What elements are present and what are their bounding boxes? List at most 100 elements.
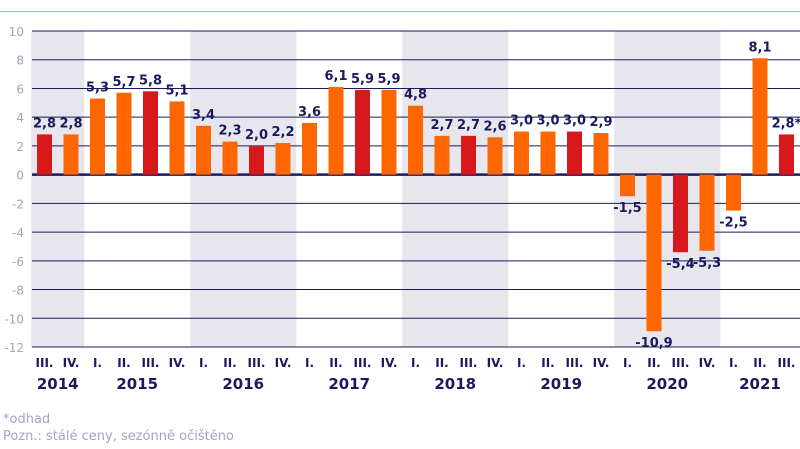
top-rule [0, 11, 800, 12]
data-label: 5,8 [139, 73, 162, 88]
y-tick-label: -2 [12, 197, 24, 211]
x-quarter-label: II. [753, 356, 767, 370]
x-year-label: 2018 [434, 375, 476, 393]
data-label: 4,8 [404, 88, 427, 103]
x-quarter-label: IV. [487, 356, 504, 370]
data-label: 3,0 [536, 114, 559, 129]
x-year-label: 2020 [646, 375, 688, 393]
y-tick-label: -8 [12, 284, 24, 298]
bar [593, 132, 609, 175]
y-tick-label: 10 [9, 25, 24, 39]
data-label: 2,8 [59, 116, 82, 131]
data-label: -10,9 [635, 336, 672, 351]
data-label: 3,4 [192, 108, 215, 123]
data-label: 2,8 [33, 116, 56, 131]
x-quarter-label: II. [223, 356, 237, 370]
data-label: 5,9 [377, 72, 400, 87]
x-year-label: 2015 [116, 375, 158, 393]
bar [196, 125, 211, 175]
x-quarter-label: III. [354, 356, 372, 370]
bar [646, 174, 662, 332]
bar [222, 141, 238, 175]
data-label: 5,3 [86, 81, 109, 96]
y-tick-label: 2 [16, 140, 24, 154]
bar [143, 91, 158, 175]
data-label: -5,3 [693, 256, 721, 271]
bar [752, 58, 768, 175]
y-tick-label: 0 [16, 169, 24, 183]
bar [249, 145, 264, 175]
bar [381, 89, 397, 175]
bar [461, 135, 476, 175]
footnote-note: Pozn.: stálé ceny, sezónně očištěno [3, 429, 234, 444]
data-label: -1,5 [613, 201, 641, 216]
data-label: -2,5 [719, 216, 747, 231]
bar [37, 134, 52, 175]
data-label: 2,9 [589, 115, 612, 130]
x-year-label: 2017 [328, 375, 370, 393]
x-quarter-label: IV. [699, 356, 716, 370]
x-quarter-label: III. [566, 356, 584, 370]
x-quarter-label: II. [329, 356, 343, 370]
x-quarter-label: II. [541, 356, 555, 370]
x-quarter-label: I. [199, 356, 208, 370]
x-quarter-label: II. [647, 356, 661, 370]
x-quarter-label: IV. [381, 356, 398, 370]
footnote-estimate: *odhad [3, 412, 51, 427]
data-label: 2,3 [218, 124, 241, 139]
data-label: 3,6 [298, 105, 321, 120]
x-year-label: 2019 [540, 375, 582, 393]
bar [302, 122, 317, 175]
y-tick-label: 4 [16, 111, 24, 125]
x-quarter-label: I. [305, 356, 314, 370]
bar [514, 131, 529, 175]
bar [355, 89, 370, 175]
bar [169, 101, 185, 175]
x-quarter-label: III. [36, 356, 54, 370]
data-label: 5,7 [112, 75, 135, 90]
data-label: 2,8* [772, 116, 800, 131]
bar [567, 131, 582, 175]
x-quarter-label: II. [435, 356, 449, 370]
y-tick-label: 6 [16, 82, 24, 96]
bar [673, 174, 688, 253]
x-quarter-label: III. [778, 356, 796, 370]
bar [63, 134, 79, 175]
x-quarter-label: IV. [275, 356, 292, 370]
x-quarter-label: III. [142, 356, 160, 370]
bar [726, 174, 741, 211]
bar [434, 135, 450, 175]
data-label: 3,0 [510, 114, 533, 129]
year-band [31, 31, 85, 347]
data-label: 5,1 [165, 83, 188, 98]
bar [275, 143, 291, 175]
y-tick-label: -6 [12, 255, 24, 269]
data-label: 2,2 [271, 125, 294, 140]
y-tick-label: 8 [16, 54, 24, 68]
x-quarter-label: I. [517, 356, 526, 370]
data-label: 2,0 [245, 128, 268, 143]
x-quarter-label: I. [411, 356, 420, 370]
data-label: 3,0 [563, 114, 586, 129]
bar [408, 105, 423, 175]
x-quarter-label: I. [729, 356, 738, 370]
data-label: 2,7 [430, 118, 453, 133]
x-quarter-label: III. [672, 356, 690, 370]
year-band [402, 31, 509, 347]
y-tick-label: -10 [4, 312, 24, 326]
x-quarter-label: IV. [169, 356, 186, 370]
y-tick-label: -12 [4, 341, 24, 355]
data-label: 6,1 [324, 69, 347, 84]
bar [779, 134, 794, 175]
x-quarter-label: I. [93, 356, 102, 370]
data-label: -5,4 [666, 257, 694, 272]
data-label: 2,6 [483, 119, 506, 134]
bar [116, 92, 132, 175]
x-quarter-label: IV. [63, 356, 80, 370]
x-quarter-label: III. [248, 356, 266, 370]
x-quarter-label: I. [623, 356, 632, 370]
bar [699, 174, 715, 251]
x-year-label: 2021 [739, 375, 781, 393]
data-label: 5,9 [351, 72, 374, 87]
